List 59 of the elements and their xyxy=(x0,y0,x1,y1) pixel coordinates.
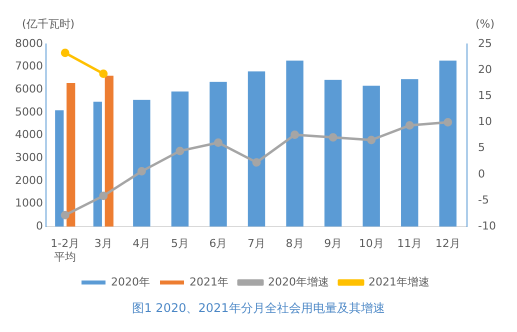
legend-label: 2020年 xyxy=(111,275,150,288)
y2-tick-label: 25 xyxy=(478,36,492,50)
y-tick-label: 0 xyxy=(36,219,43,232)
y2-tick-label: 10 xyxy=(478,115,492,128)
x-tick-label: 8月 xyxy=(286,237,304,250)
y2-tick-label: -5 xyxy=(478,193,490,206)
x-tick-label: 7月 xyxy=(248,237,266,250)
point xyxy=(444,118,452,127)
point xyxy=(99,69,108,78)
y2-axis-title: (%) xyxy=(476,17,495,30)
point xyxy=(252,158,261,167)
y2-tick-label: 5 xyxy=(478,141,486,154)
y2-tick-label: 0 xyxy=(478,167,486,180)
y-tick-label: 3000 xyxy=(14,150,43,164)
point xyxy=(367,136,376,144)
x-tick-label: 10月 xyxy=(358,237,384,250)
y-tick-label: 7000 xyxy=(14,60,43,73)
bar xyxy=(171,91,189,227)
x-tick-label: 12月 xyxy=(435,237,460,250)
point xyxy=(99,192,108,200)
point xyxy=(405,121,414,130)
y2-tick-label: -10 xyxy=(478,219,496,232)
y-tick-label: 6000 xyxy=(14,82,43,96)
y-tick-label: 1000 xyxy=(14,196,43,210)
x-tick-label: 3月 xyxy=(94,237,112,250)
point xyxy=(214,138,222,147)
point xyxy=(137,167,146,176)
legend-label: 2021年 xyxy=(190,275,229,288)
point xyxy=(176,146,184,156)
point xyxy=(60,48,70,58)
bar xyxy=(133,100,150,227)
bar xyxy=(324,80,342,227)
y-tick-label: 5000 xyxy=(14,105,43,118)
bar xyxy=(362,86,380,227)
bar xyxy=(66,83,76,227)
y2-tick-label: 15 xyxy=(478,89,492,102)
x-tick-label: 5月 xyxy=(170,237,189,250)
x-tick-label: 1-2月平均 xyxy=(50,237,80,264)
legend-label: 2020年增速 xyxy=(268,275,329,288)
y2-tick-label: 20 xyxy=(478,62,492,76)
text: 图1 2020、2021年分月全社会用电量及其增速 xyxy=(131,300,386,317)
y-tick-label: 8000 xyxy=(14,36,43,50)
y-axis-title: (亿千瓦时) xyxy=(22,17,75,30)
bar xyxy=(210,82,227,227)
point xyxy=(60,210,70,220)
bar xyxy=(401,79,418,227)
bar xyxy=(248,71,266,227)
bar xyxy=(439,60,457,227)
point xyxy=(328,133,338,142)
point xyxy=(290,130,300,140)
y-tick-label: 2000 xyxy=(14,174,43,187)
x-tick-label: 4月 xyxy=(132,237,151,250)
bar xyxy=(104,76,114,227)
bar xyxy=(286,60,304,227)
x-tick-label: 9月 xyxy=(324,237,342,250)
y-tick-label: 4000 xyxy=(14,128,43,142)
x-tick-label: 6月 xyxy=(209,237,228,250)
x-tick-label: 11月 xyxy=(397,237,422,250)
legend-label: 2021年增速 xyxy=(368,275,430,288)
